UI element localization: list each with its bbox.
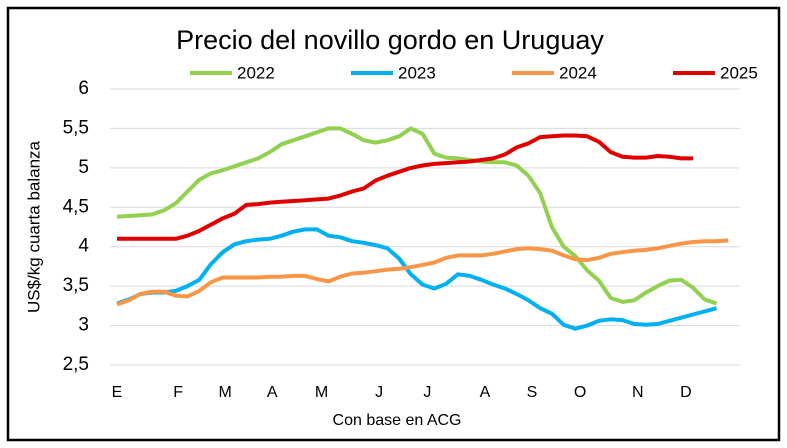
x-tick-label: A: [267, 384, 278, 401]
x-tick-label: D: [680, 384, 692, 401]
series-line: [116, 126, 718, 306]
legend-label: 2025: [720, 63, 758, 82]
x-tick-label: J: [423, 384, 431, 401]
legend-label: 2024: [559, 63, 597, 82]
x-tick-label: J: [375, 384, 383, 401]
x-tick-label: N: [632, 384, 644, 401]
series-line: [116, 238, 729, 307]
y-tick-label: 5,5: [63, 117, 89, 138]
y-tick-label: 4: [78, 236, 89, 257]
chart-title: Precio del novillo gordo en Uruguay: [176, 25, 604, 55]
y-tick-label: 4,5: [63, 196, 89, 217]
y-tick-label: 5: [78, 157, 89, 178]
x-axis-label: Con base en ACG: [333, 412, 462, 429]
y-tick-label: 6: [78, 78, 89, 99]
x-tick-label: A: [480, 384, 491, 401]
frame: [6, 6, 781, 442]
x-tick-label: O: [574, 384, 586, 401]
legend-label: 2023: [398, 63, 436, 82]
x-tick-label: S: [527, 384, 538, 401]
x-tick-label: M: [315, 384, 328, 401]
x-tick-label: M: [218, 384, 231, 401]
y-axis-label: US$/kg cuarta balanza: [24, 140, 43, 313]
y-tick-label: 2,5: [63, 354, 89, 375]
x-tick-label: F: [173, 384, 183, 401]
legend-label: 2022: [237, 63, 275, 82]
x-tick-label: E: [112, 384, 123, 401]
y-tick-label: 3: [78, 315, 89, 336]
series-line: [116, 227, 718, 331]
series-line: [117, 133, 693, 241]
y-tick-label: 3,5: [63, 275, 89, 296]
